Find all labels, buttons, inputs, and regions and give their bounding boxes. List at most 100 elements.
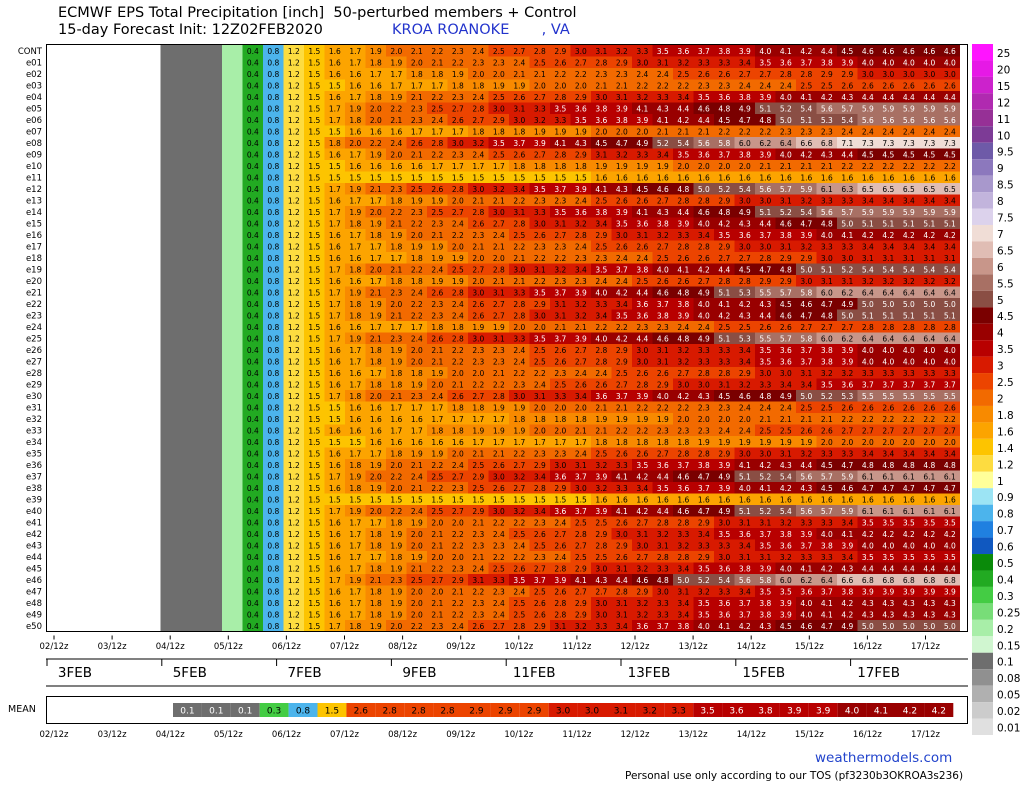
precip-cell — [263, 160, 284, 172]
precip-value: 3.6 — [718, 93, 730, 102]
precip-value: 2.6 — [841, 81, 853, 90]
precip-cell — [755, 194, 776, 206]
precip-cell — [796, 125, 817, 137]
precip-cell — [775, 160, 796, 172]
precip-cell — [160, 229, 181, 241]
precip-value: 3.4 — [657, 150, 669, 159]
precip-value: 1.7 — [349, 242, 361, 251]
precip-value: 1.6 — [677, 173, 689, 182]
precip-cell — [283, 194, 304, 206]
precip-value: 2.1 — [513, 254, 525, 263]
precip-cell — [570, 217, 591, 229]
precip-value: 1.9 — [349, 208, 361, 217]
member-label: e48 — [26, 599, 42, 609]
precip-cell — [673, 160, 694, 172]
member-label: e02 — [26, 70, 42, 80]
precip-cell — [324, 171, 345, 183]
precip-value: 4.4 — [677, 104, 689, 113]
precip-value: 1.8 — [513, 162, 525, 171]
precip-cell — [673, 79, 694, 91]
precip-value: 3.4 — [903, 242, 915, 251]
precip-value: 3.0 — [616, 231, 628, 240]
precip-cell — [488, 137, 509, 149]
precip-value: 1.6 — [923, 173, 935, 182]
precip-value: 3.0 — [759, 196, 771, 205]
precip-cell — [283, 68, 304, 80]
precip-value: 3.7 — [616, 265, 628, 274]
watermark-link[interactable]: weathermodels.com — [815, 750, 953, 766]
colorbar-label: 4.5 — [997, 311, 1014, 323]
precip-cell — [591, 79, 612, 91]
precip-cell — [406, 91, 427, 103]
precip-value: 4.1 — [657, 116, 669, 125]
precip-cell — [939, 148, 960, 160]
precip-cell — [160, 206, 181, 218]
precip-cell — [365, 148, 386, 160]
precip-cell — [755, 114, 776, 126]
precip-value: 3.1 — [882, 254, 894, 263]
precip-value: 2.4 — [636, 70, 648, 79]
precip-value: 2.6 — [944, 81, 956, 90]
precip-cell — [878, 252, 899, 264]
precip-cell — [591, 102, 612, 114]
precip-value: 2.2 — [431, 150, 443, 159]
precip-cell — [755, 263, 776, 275]
precip-value: 2.3 — [534, 196, 546, 205]
precip-value: 3.0 — [759, 242, 771, 251]
time-tick-label: 05/12z — [214, 642, 243, 652]
precip-cell — [304, 263, 325, 275]
precip-value: 2.9 — [800, 254, 812, 263]
precip-value: 2.6 — [534, 231, 546, 240]
precip-value: 5.4 — [800, 208, 812, 217]
precip-cell — [755, 183, 776, 195]
precip-value: 1.6 — [329, 47, 341, 56]
precip-value: 1.8 — [349, 219, 361, 228]
colorbar-label: 2 — [997, 394, 1004, 406]
precip-value: 1.6 — [349, 70, 361, 79]
precip-cell — [734, 171, 755, 183]
precip-cell — [488, 206, 509, 218]
precip-value: 3.7 — [554, 185, 566, 194]
precip-cell — [242, 148, 263, 160]
colorbar-label: 5.5 — [997, 278, 1014, 290]
precip-value: 1.7 — [349, 58, 361, 67]
precip-cell — [242, 45, 263, 57]
precip-cell — [734, 217, 755, 229]
precip-value: 4.8 — [780, 265, 792, 274]
precip-cell — [693, 68, 714, 80]
precip-value: 2.4 — [841, 127, 853, 136]
precip-value: 1.7 — [370, 254, 382, 263]
precip-cell — [447, 148, 468, 160]
precip-value: 0.8 — [267, 93, 279, 102]
precip-cell — [837, 183, 858, 195]
precip-cell — [406, 171, 427, 183]
precip-value: 6.2 — [759, 139, 771, 148]
precip-cell — [242, 194, 263, 206]
precip-cell — [611, 45, 632, 57]
precip-value: 2.5 — [534, 58, 546, 67]
member-label: e38 — [26, 484, 42, 494]
mean-time-tick-label: 07/12z — [330, 730, 359, 740]
precip-cell — [652, 114, 673, 126]
precip-value: 3.0 — [513, 116, 525, 125]
precip-cell — [509, 240, 530, 252]
precip-cell — [570, 45, 591, 57]
precip-cell — [263, 183, 284, 195]
precip-value: 1.5 — [308, 173, 320, 182]
precip-cell — [878, 148, 899, 160]
precip-value: 3.2 — [575, 219, 587, 228]
precip-value: 4.4 — [882, 93, 894, 102]
precip-cell — [304, 68, 325, 80]
precip-value: 4.6 — [882, 47, 894, 56]
precip-cell — [488, 114, 509, 126]
precip-cell — [488, 68, 509, 80]
precip-cell — [406, 148, 427, 160]
precip-value: 1.6 — [800, 173, 812, 182]
precip-value: 4.4 — [677, 208, 689, 217]
precip-value: 4.0 — [862, 58, 874, 67]
precip-cell — [468, 56, 489, 68]
precip-cell — [714, 229, 735, 241]
precip-value: 2.1 — [800, 162, 812, 171]
precip-value: 4.6 — [698, 208, 710, 217]
precip-value: 2.3 — [698, 81, 710, 90]
